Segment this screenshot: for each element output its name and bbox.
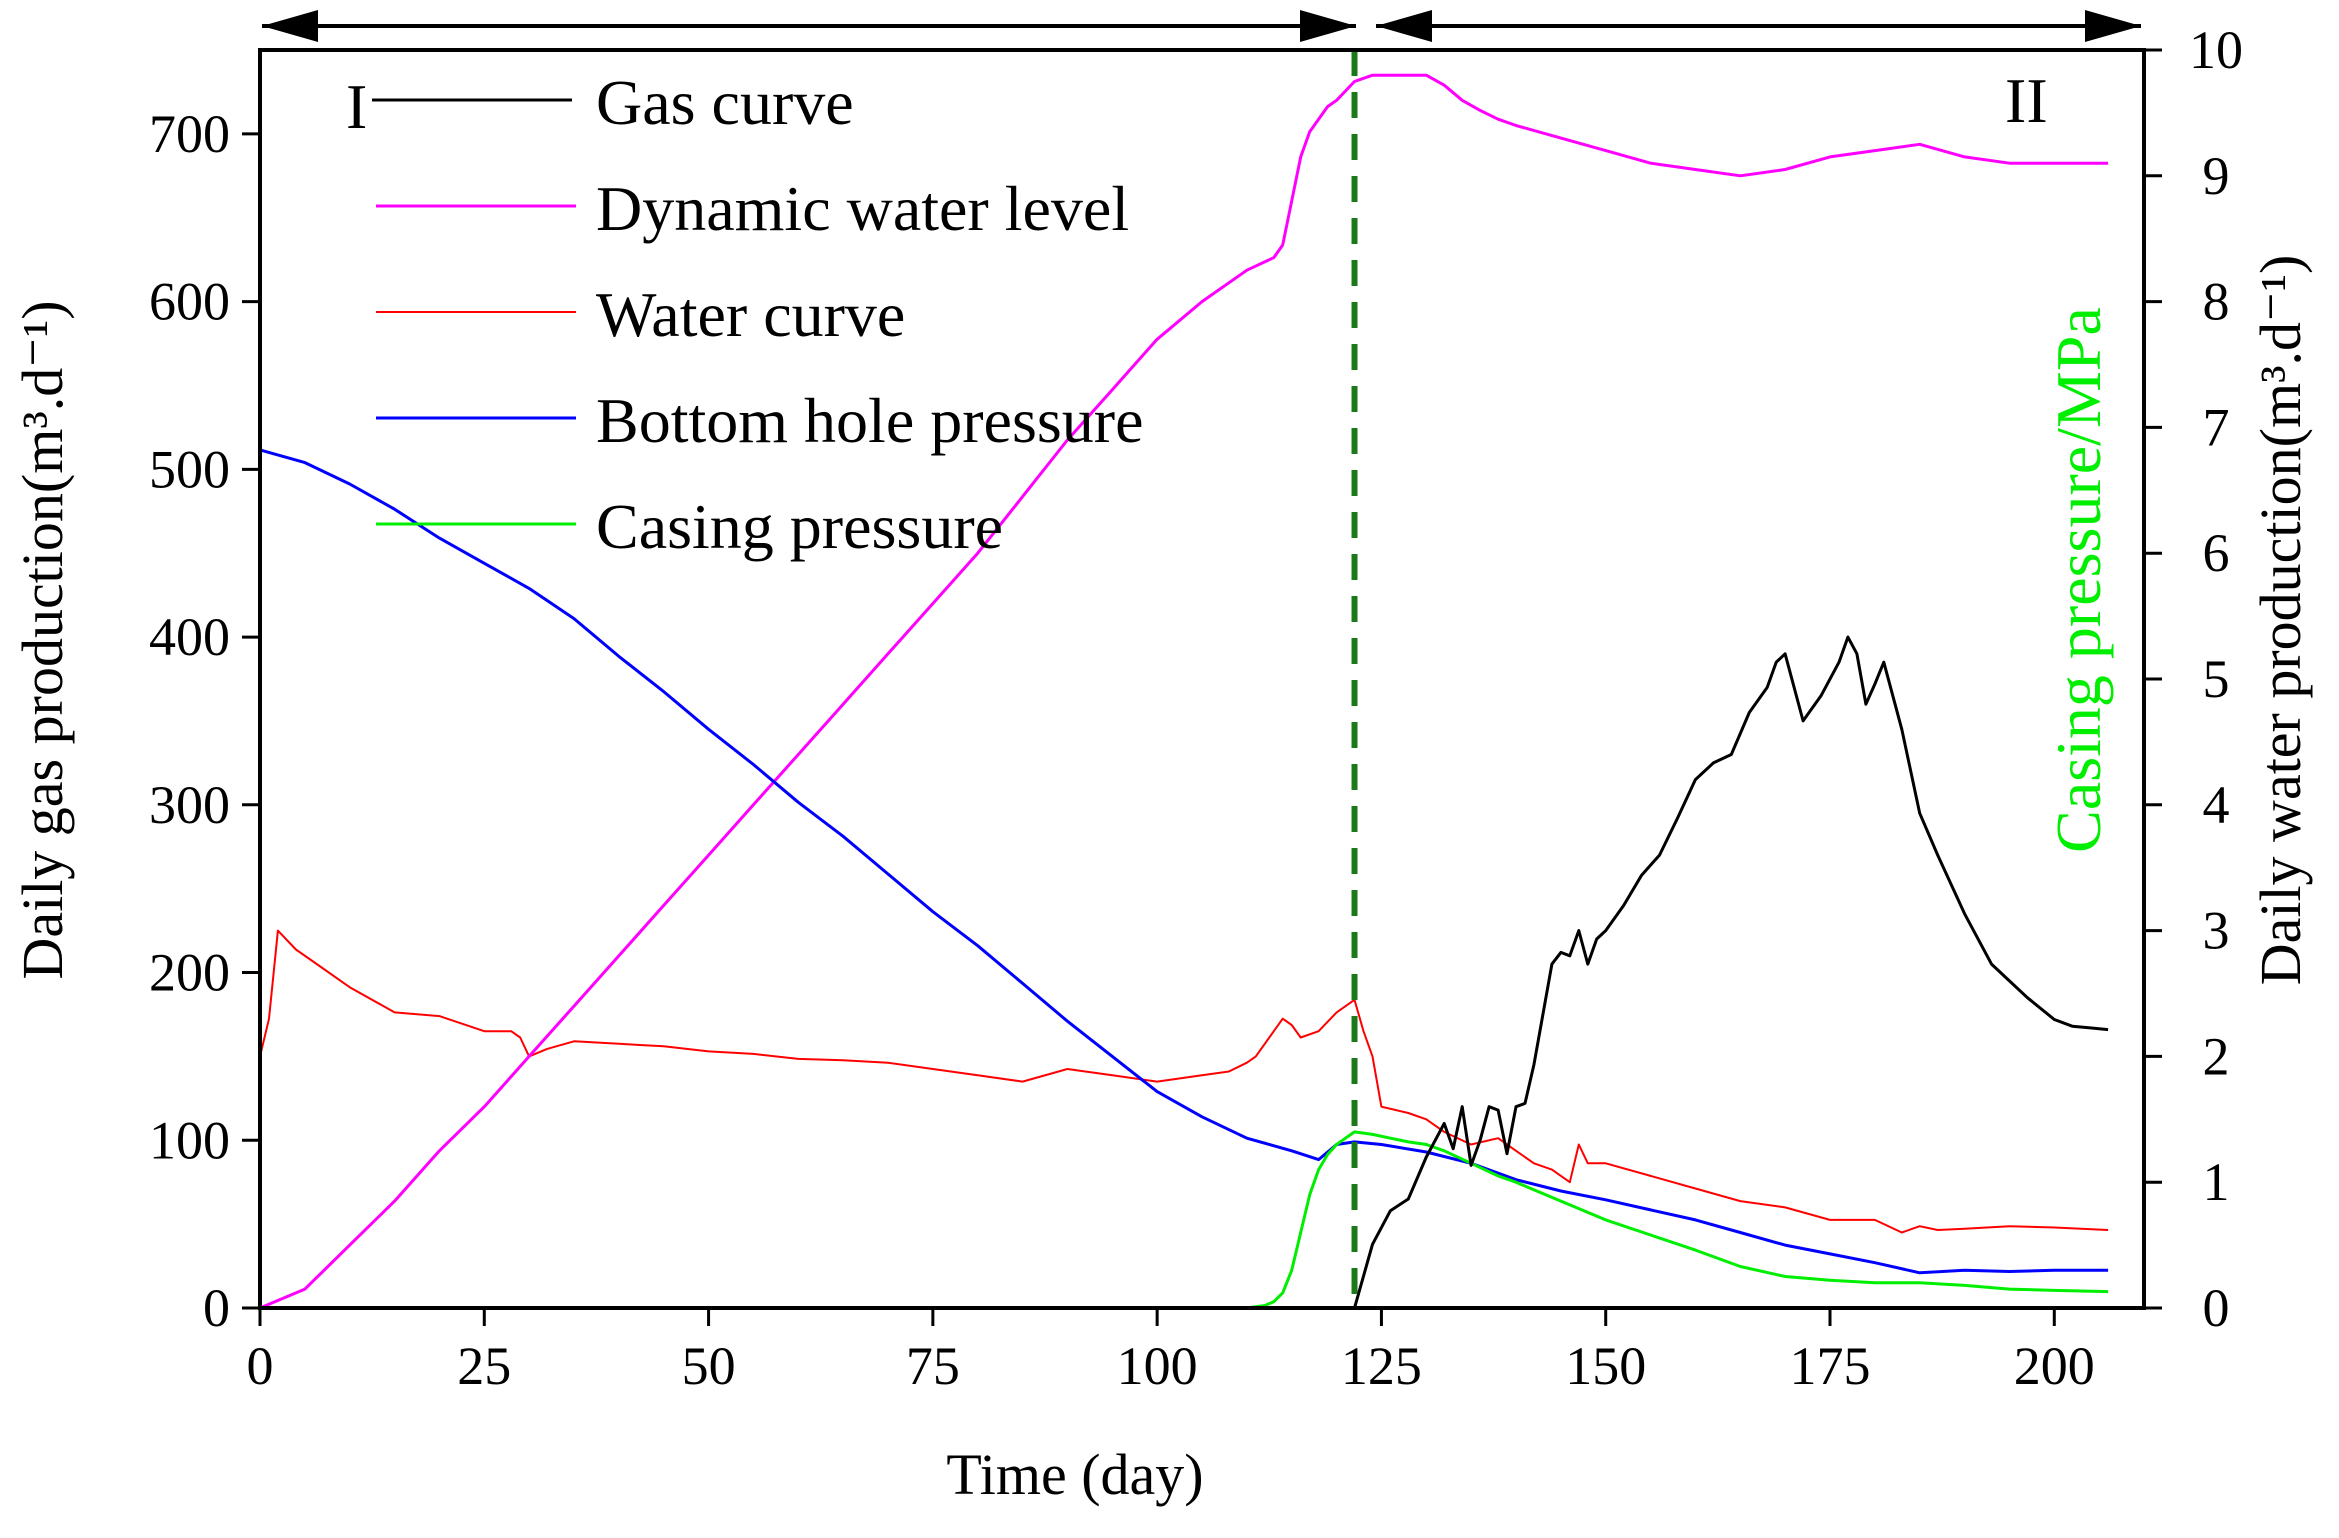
series-line-dynamic-water-level <box>260 73 2109 1308</box>
y-left-tick-label: 400 <box>149 607 230 667</box>
x-tick-label: 100 <box>1117 1336 1198 1396</box>
y-right-tick-label: 1 <box>2203 1152 2230 1212</box>
legend-label-casing-pressure: Casing pressure <box>596 491 1003 562</box>
x-tick-label: 25 <box>457 1336 511 1396</box>
y-left-tick-label: 700 <box>149 104 230 164</box>
stage-two-arrow-right-head <box>2085 10 2141 42</box>
legend-label-bottom-hole-pressure: Bottom hole pressure <box>596 385 1143 456</box>
y-right-tick-label: 3 <box>2203 901 2230 961</box>
y-axis-right-title: Daily water production(m³.d⁻¹) <box>2248 255 2313 986</box>
series-line-bottom-hole-pressure <box>260 448 2109 1275</box>
x-tick-label: 200 <box>2014 1336 2095 1396</box>
y-right-tick-label: 10 <box>2189 20 2243 80</box>
series-line-casing-pressure <box>260 1130 2109 1308</box>
y-right-tick-label: 0 <box>2203 1278 2230 1338</box>
stage-two-label: II <box>2005 65 2048 136</box>
y-right-tick-label: 4 <box>2203 775 2230 835</box>
stage-one-arrow-left-head <box>262 10 318 42</box>
x-tick-label: 50 <box>682 1336 736 1396</box>
legend-label-dynamic-water-level: Dynamic water level <box>596 173 1129 244</box>
series-line-water-curve <box>260 929 2109 1234</box>
x-axis-title: Time (day) <box>946 1442 1203 1507</box>
stage-one-label: I <box>346 71 367 142</box>
y-left-tick-label: 100 <box>149 1110 230 1170</box>
y-right-tick-label: 9 <box>2203 146 2230 206</box>
legend-label-water: Water curve <box>596 279 905 350</box>
x-tick-label: 175 <box>1790 1336 1871 1396</box>
series-line-gas-curve <box>1353 635 2109 1308</box>
y-right-tick-label: 5 <box>2203 649 2230 709</box>
legend-label-gas: Gas curve <box>596 67 854 138</box>
y-right-tick-label: 6 <box>2203 523 2230 583</box>
y-left-tick-label: 200 <box>149 943 230 1003</box>
y-left-tick-label: 300 <box>149 775 230 835</box>
legend: Gas curve Dynamic water level Water curv… <box>372 67 1143 562</box>
x-tick-label: 125 <box>1341 1336 1422 1396</box>
x-tick-label: 150 <box>1565 1336 1646 1396</box>
stage-one-arrow-right-head <box>1300 10 1356 42</box>
y-left-tick-label: 0 <box>203 1278 230 1338</box>
stage-two-arrow-left-head <box>1376 10 1432 42</box>
y-left-tick-label: 600 <box>149 272 230 332</box>
y-right-tick-label: 8 <box>2203 272 2230 332</box>
y-axis-left-title: Daily gas production(m³.d⁻¹) <box>10 300 75 979</box>
y-right-tick-label: 7 <box>2203 397 2230 457</box>
x-tick-label: 0 <box>247 1336 274 1396</box>
y-right-tick-label: 2 <box>2203 1026 2230 1086</box>
casing-pressure-axis-title: Casing pressure/MPa <box>2043 307 2114 853</box>
x-tick-label: 75 <box>906 1336 960 1396</box>
y-left-tick-label: 500 <box>149 439 230 499</box>
